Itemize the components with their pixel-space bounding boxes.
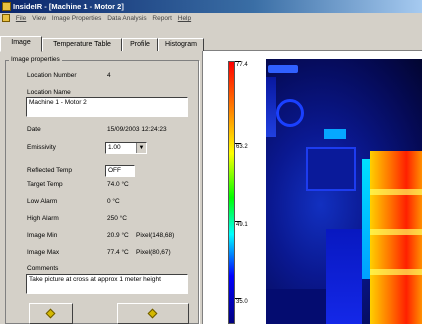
menu-file[interactable]: File bbox=[15, 15, 27, 22]
app-icon bbox=[2, 2, 11, 11]
heat-region bbox=[370, 151, 422, 324]
reflected-temp-label: Reflected Temp bbox=[27, 167, 73, 174]
previous-button[interactable] bbox=[29, 303, 73, 324]
tab-temperature-table[interactable]: Temperature Table bbox=[42, 38, 122, 51]
heat-region bbox=[306, 147, 356, 191]
document-icon[interactable] bbox=[2, 14, 10, 22]
emissivity-select[interactable]: 1.00 ▼ bbox=[105, 142, 147, 154]
tab-profile[interactable]: Profile bbox=[122, 38, 158, 51]
scale-tick bbox=[235, 221, 241, 222]
image-properties-panel: Image properties Location Number 4 Locat… bbox=[0, 51, 203, 324]
scale-tick bbox=[235, 61, 241, 62]
reflected-temp-value: OFF bbox=[108, 167, 121, 174]
tab-histogram[interactable]: Histogram bbox=[158, 38, 204, 51]
window-title: InsideIR - [Machine 1 - Motor 2] bbox=[13, 2, 124, 11]
heat-region bbox=[362, 159, 370, 279]
heat-region bbox=[266, 289, 326, 324]
heat-region bbox=[370, 189, 422, 195]
location-number-label: Location Number bbox=[27, 72, 77, 79]
reflected-temp-input[interactable]: OFF bbox=[105, 165, 135, 177]
low-alarm-value: 0 °C bbox=[107, 198, 120, 205]
menu-bar: File View Image Properties Data Analysis… bbox=[0, 13, 422, 24]
scale-label-high: 63.2 bbox=[236, 144, 248, 150]
low-alarm-label: Low Alarm bbox=[27, 198, 58, 205]
scale-tick bbox=[235, 298, 241, 299]
menu-view[interactable]: View bbox=[32, 15, 47, 22]
date-value: 15/09/2003 12:24:23 bbox=[107, 126, 167, 133]
next-button[interactable] bbox=[117, 303, 189, 324]
heat-region bbox=[370, 269, 422, 275]
menu-image-properties[interactable]: Image Properties bbox=[51, 15, 102, 22]
scale-label-min: 35.0 bbox=[236, 299, 248, 305]
scale-label-max: 77.4 bbox=[236, 62, 248, 68]
comments-input[interactable]: Take picture at cross at approx 1 meter … bbox=[26, 274, 188, 294]
comments-label: Comments bbox=[27, 265, 59, 272]
scale-tick bbox=[235, 143, 241, 144]
location-name-label: Location Name bbox=[27, 89, 71, 96]
location-name-value: Machine 1 - Motor 2 bbox=[29, 99, 87, 106]
image-min-pixel: Pixel(148,68) bbox=[136, 232, 175, 239]
target-temp-label: Target Temp bbox=[27, 181, 63, 188]
heat-region bbox=[266, 77, 276, 137]
diamond-icon bbox=[45, 308, 56, 318]
heat-region bbox=[324, 129, 346, 139]
menu-data-analysis[interactable]: Data Analysis bbox=[107, 15, 147, 22]
target-temp-value: 74.0 °C bbox=[107, 181, 129, 188]
date-label: Date bbox=[27, 126, 41, 133]
diamond-icon bbox=[147, 308, 158, 318]
menu-help[interactable]: Help bbox=[177, 15, 192, 22]
image-max-pixel: Pixel(80,67) bbox=[136, 249, 171, 256]
temperature-scale-bar bbox=[228, 61, 235, 324]
high-alarm-value: 250 °C bbox=[107, 215, 127, 222]
high-alarm-label: High Alarm bbox=[27, 215, 59, 222]
image-max-label: Image Max bbox=[27, 249, 60, 256]
thermal-image[interactable] bbox=[266, 59, 422, 324]
scale-label-low: 49.1 bbox=[236, 222, 248, 228]
menu-report[interactable]: Report bbox=[152, 15, 172, 22]
title-bar: InsideIR - [Machine 1 - Motor 2] bbox=[0, 0, 422, 13]
heat-region bbox=[370, 229, 422, 235]
image-min-value: 20.9 °C bbox=[107, 232, 129, 239]
image-min-label: Image Min bbox=[27, 232, 58, 239]
location-name-input[interactable]: Machine 1 - Motor 2 bbox=[26, 97, 188, 117]
emissivity-label: Emissivity bbox=[27, 144, 56, 151]
image-max-value: 77.4 °C bbox=[107, 249, 129, 256]
group-title: Image properties bbox=[9, 55, 62, 64]
comments-value: Take picture at cross at approx 1 meter … bbox=[29, 276, 161, 283]
heat-region bbox=[276, 99, 304, 127]
heat-region bbox=[268, 65, 298, 73]
heat-region bbox=[326, 229, 362, 324]
tab-strip: Image Temperature Table Profile Histogra… bbox=[0, 24, 422, 52]
dropdown-arrow-icon[interactable]: ▼ bbox=[136, 143, 146, 153]
location-number-value: 4 bbox=[107, 72, 111, 79]
tab-image[interactable]: Image bbox=[0, 36, 42, 52]
emissivity-value: 1.00 bbox=[108, 144, 121, 151]
